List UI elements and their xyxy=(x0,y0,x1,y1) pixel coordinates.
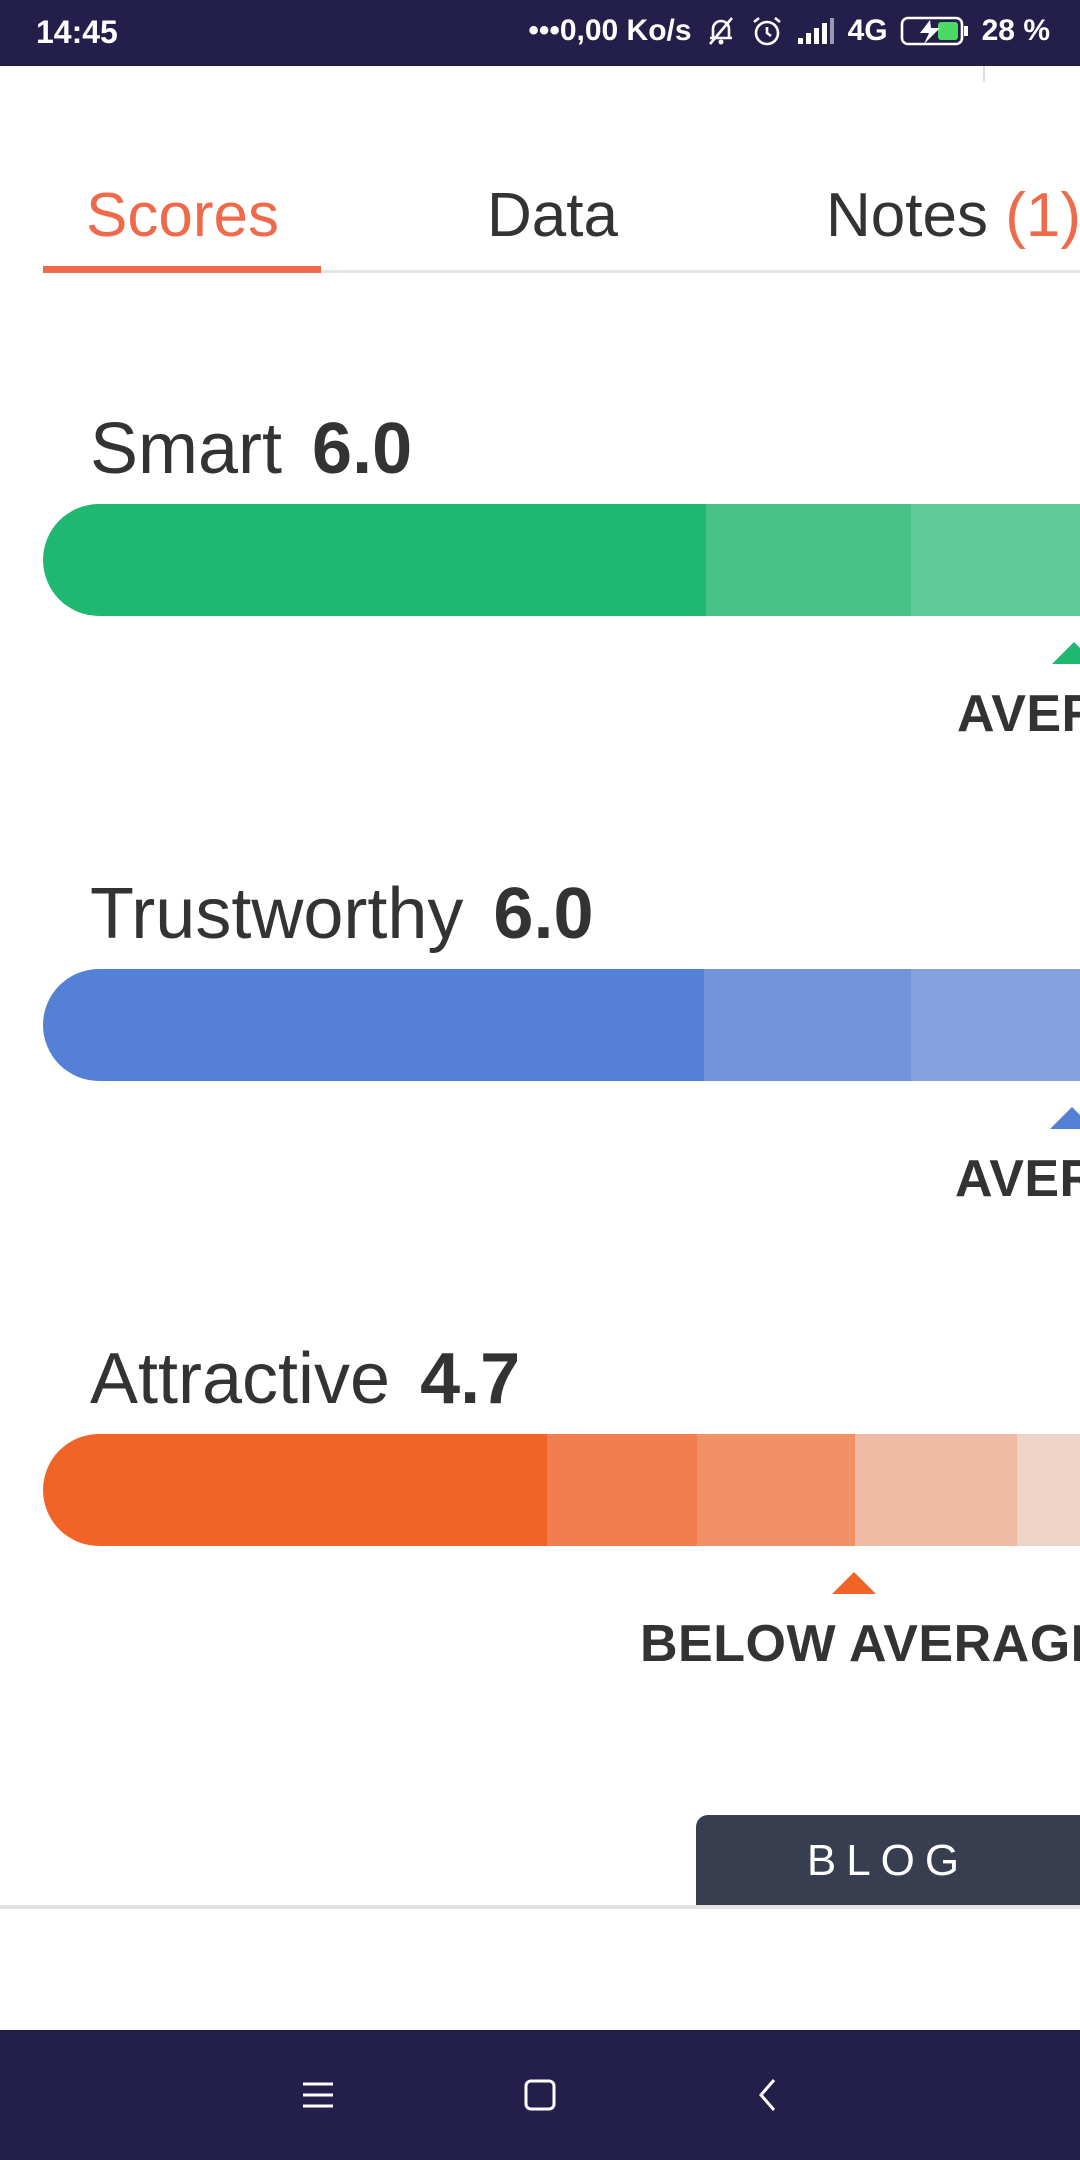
alarm-icon xyxy=(750,14,784,48)
blog-button[interactable]: BLOG xyxy=(696,1815,1080,1907)
bar-segment xyxy=(704,969,911,1081)
bar-segment xyxy=(911,504,1080,616)
bar-segment xyxy=(43,504,706,616)
battery-charging-icon xyxy=(900,14,970,48)
score-bar xyxy=(43,504,1080,616)
mute-bell-icon xyxy=(704,14,738,48)
network-type: 4G xyxy=(847,14,888,47)
bar-segment xyxy=(1017,1434,1080,1546)
level-text: BELOW AVERAGE xyxy=(640,1615,1080,1673)
menu-icon[interactable] xyxy=(288,2065,348,2125)
tab-notes[interactable]: Notes (1) xyxy=(826,180,1080,251)
score-value: 6.0 xyxy=(493,874,594,954)
navigation-bar xyxy=(0,2030,1080,2160)
bar-segment xyxy=(43,1434,547,1546)
score-bar xyxy=(43,1434,1080,1546)
score-label: Trustworthy 6.0 xyxy=(90,873,594,955)
score-value: 6.0 xyxy=(312,409,413,489)
tab-scores[interactable]: Scores xyxy=(86,181,279,250)
home-icon[interactable] xyxy=(510,2065,570,2125)
bar-segment xyxy=(911,969,1080,1081)
battery-level: 28 % xyxy=(981,14,1050,47)
tab-data[interactable]: Data xyxy=(487,181,618,250)
status-time: 14:45 xyxy=(36,14,118,50)
level-marker xyxy=(1050,1107,1080,1129)
bar-segment xyxy=(697,1434,855,1546)
score-label: Attractive 4.7 xyxy=(90,1338,520,1420)
page-divider xyxy=(0,1905,1080,1909)
level-marker xyxy=(1052,642,1080,664)
level-marker xyxy=(832,1572,876,1594)
back-icon[interactable] xyxy=(738,2065,798,2125)
divider xyxy=(983,66,985,82)
score-name: Attractive xyxy=(90,1339,391,1419)
score-value: 4.7 xyxy=(420,1339,521,1419)
tab-notes-label: Notes xyxy=(826,181,988,250)
signal-icon xyxy=(796,16,836,46)
score-bar xyxy=(43,969,1080,1081)
bar-segment xyxy=(43,969,704,1081)
tab-bar: Scores Data Notes (1) xyxy=(0,140,1080,276)
status-right: •••0,00 Ko/s 4G 28 % xyxy=(528,14,1050,48)
level-text: AVER xyxy=(957,685,1080,743)
active-tab-indicator xyxy=(43,266,321,273)
bar-segment xyxy=(706,504,911,616)
score-name: Smart xyxy=(90,409,283,489)
bar-segment xyxy=(547,1434,697,1546)
level-text: AVER xyxy=(955,1150,1080,1208)
tab-divider xyxy=(321,270,1080,273)
network-speed: •••0,00 Ko/s xyxy=(528,14,692,47)
bar-segment xyxy=(855,1434,1017,1546)
score-label: Smart 6.0 xyxy=(90,408,412,490)
score-name: Trustworthy xyxy=(90,874,464,954)
status-bar: 14:45 •••0,00 Ko/s 4G 28 % xyxy=(0,0,1080,66)
notes-count: (1) xyxy=(1005,181,1080,250)
